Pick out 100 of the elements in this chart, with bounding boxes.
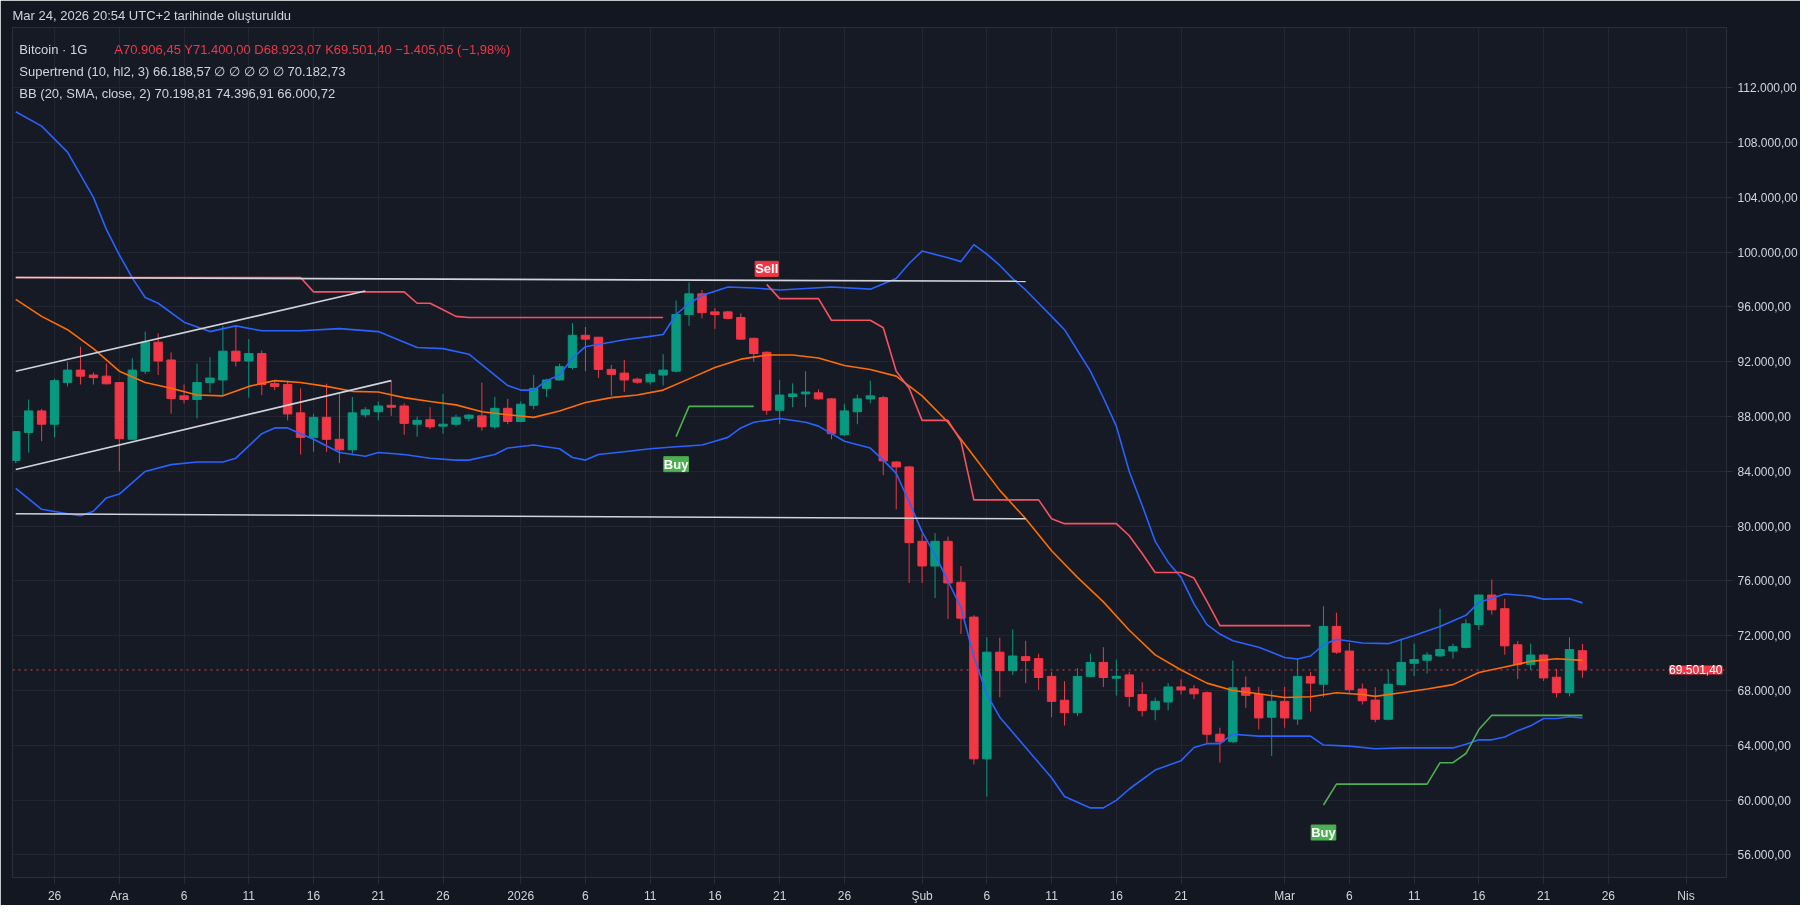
candlestick	[62, 361, 73, 387]
candlestick	[477, 382, 487, 432]
candlestick	[749, 337, 759, 363]
annotation: Sell	[755, 261, 779, 277]
y-tick-label: 112.000,00	[1737, 81, 1797, 96]
x-tick-label: 21	[1174, 888, 1189, 903]
x-tick-label: 2026	[507, 888, 535, 903]
candlestick	[1266, 690, 1277, 757]
y-tick-label: 84.000,00	[1737, 464, 1792, 479]
annotation: Supertrend (10, hl2, 3) 66.188,57 ∅ ∅ ∅ ∅ ∅ 70.182,73	[19, 64, 346, 80]
ref-line-label: 69.501,40	[1669, 663, 1723, 678]
candlestick	[1448, 643, 1458, 659]
y-tick-label: 72.000,00	[1737, 629, 1792, 644]
x-tick-label: 6	[983, 888, 991, 903]
y-tick-label: 88.000,00	[1737, 410, 1792, 425]
candlestick	[697, 289, 707, 319]
candlestick	[1396, 637, 1406, 686]
annotation: BB (20, SMA, close, 2) 70.198,81 74.396,91 66.000,72	[19, 86, 336, 102]
annotation: Buy	[1311, 825, 1337, 841]
y-tick-label: 104.000,00	[1737, 190, 1798, 205]
candlestick	[1059, 680, 1070, 727]
candlestick	[774, 379, 785, 425]
candlestick	[1422, 651, 1432, 675]
candlestick	[710, 307, 720, 330]
line-series	[14, 110, 1584, 660]
line-series	[14, 417, 1584, 809]
candlestick	[528, 374, 539, 410]
candlestick	[1215, 727, 1225, 764]
candlestick	[1189, 684, 1199, 700]
text: Mar 24, 2026 20:54 UTC+2 tarihinde oluşturuldu	[12, 7, 292, 23]
x-tick-label: Ara	[109, 888, 129, 903]
candlestick	[412, 416, 422, 438]
x-tick-label: 6	[1346, 888, 1354, 903]
candlestick	[736, 312, 746, 341]
candlestick	[580, 326, 591, 372]
candlestick	[787, 382, 798, 408]
y-tick-label: 56.000,00	[1737, 848, 1792, 863]
candlestick	[1409, 643, 1419, 677]
candlestick	[1008, 629, 1018, 676]
candlestick	[800, 370, 811, 408]
y-tick-label: 64.000,00	[1737, 738, 1792, 753]
candlestick	[1279, 686, 1290, 729]
x-tick-label: 21	[371, 888, 386, 903]
x-tick-label: 6	[180, 888, 188, 903]
candlestick	[503, 398, 513, 425]
text: A70.906,45 Y71.400,00 D68.923,07 K69.501,40 −1.405,05 (−1,98%)	[114, 42, 511, 58]
candlestick	[839, 403, 850, 437]
text: Bitcoin · 1G	[19, 42, 88, 58]
x-tick-label: 6	[582, 888, 590, 903]
x-tick-label: 11	[643, 888, 657, 903]
candlestick	[231, 326, 241, 367]
candlestick	[244, 338, 254, 399]
annotation: Buy	[663, 456, 690, 472]
candlestick	[464, 413, 474, 423]
candlestick	[438, 393, 448, 435]
x-tick-label: 16	[306, 888, 321, 903]
candlestick	[425, 406, 435, 430]
candlestick	[1163, 682, 1173, 711]
y-tick-label: 80.000,00	[1737, 519, 1792, 534]
candlestick	[1254, 686, 1264, 730]
y-tick-label: 100.000,00	[1737, 245, 1798, 260]
y-tick-label: 96.000,00	[1737, 300, 1792, 315]
y-tick-label: 108.000,00	[1737, 136, 1798, 151]
candlestick	[386, 380, 396, 417]
x-tick-label: Şub	[911, 888, 934, 903]
y-tick-label: 76.000,00	[1737, 574, 1792, 589]
candlestick	[334, 393, 345, 464]
candlestick	[1435, 608, 1445, 658]
x-tick-label: 21	[1536, 888, 1551, 903]
candlestick	[891, 460, 901, 510]
candlestick	[205, 356, 215, 394]
x-tick-label: Mar	[1274, 888, 1295, 903]
x-tick-label: 26	[1601, 888, 1616, 903]
y-tick-label: 60.000,00	[1737, 793, 1792, 808]
x-tick-label: Nis	[1677, 888, 1695, 903]
x-tick-label: 11	[1407, 888, 1421, 903]
candlestick	[399, 402, 409, 436]
candlestick	[75, 346, 86, 385]
x-tick-label: 16	[1472, 888, 1486, 903]
candlestick	[179, 383, 189, 404]
x-tick-label: 26	[837, 888, 852, 903]
y-tick-label: 92.000,00	[1737, 355, 1792, 370]
y-tick-label: 68.000,00	[1737, 684, 1792, 699]
candlestick	[373, 400, 383, 421]
x-tick-label: 21	[773, 888, 787, 903]
x-tick-label: 26	[47, 888, 62, 903]
candlestick	[36, 408, 47, 442]
candlestick	[1176, 678, 1186, 695]
candlestick	[1150, 697, 1160, 721]
candlestick	[658, 353, 668, 387]
candlestick	[153, 332, 163, 376]
candlestick	[684, 281, 694, 327]
candlestick	[1370, 686, 1380, 723]
x-tick-label: 11	[1045, 888, 1059, 903]
candlestick	[23, 399, 34, 454]
candlestick	[852, 394, 863, 425]
candlestick	[606, 364, 617, 397]
candlestick	[321, 383, 332, 453]
candlestick	[1111, 659, 1122, 697]
candlestick	[1487, 579, 1497, 616]
